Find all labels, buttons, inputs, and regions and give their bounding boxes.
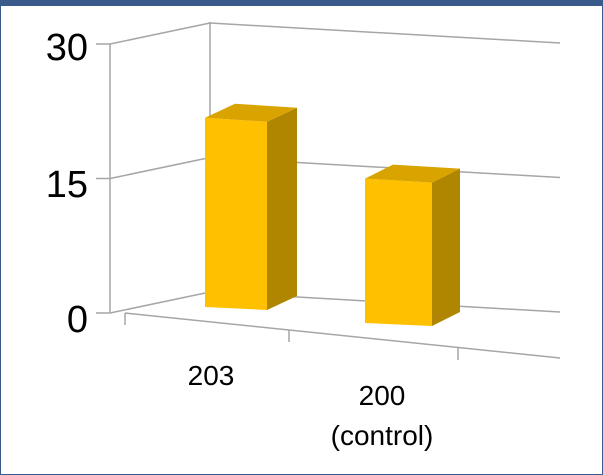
x-tick-label: (control) — [331, 420, 434, 451]
bar-front-face — [365, 178, 432, 326]
bar — [365, 164, 460, 326]
gridline — [209, 22, 561, 44]
bar-front-face — [205, 117, 267, 310]
floor-front-edge — [124, 312, 561, 359]
bar-side-face — [432, 168, 460, 326]
bar-top-face — [205, 103, 297, 122]
gridline-side — [109, 291, 211, 314]
x-tick-label: 203 — [188, 360, 235, 391]
bar-side-face — [267, 107, 297, 310]
x-tick-label: 200 — [359, 380, 406, 411]
bar — [205, 103, 297, 310]
gridline-side — [109, 156, 211, 180]
gridline-side — [109, 22, 211, 45]
y-tick-label: 15 — [46, 164, 88, 206]
y-tick-label: 0 — [67, 299, 88, 341]
y-tick-label: 30 — [46, 27, 88, 69]
bar-top-face — [365, 164, 460, 183]
